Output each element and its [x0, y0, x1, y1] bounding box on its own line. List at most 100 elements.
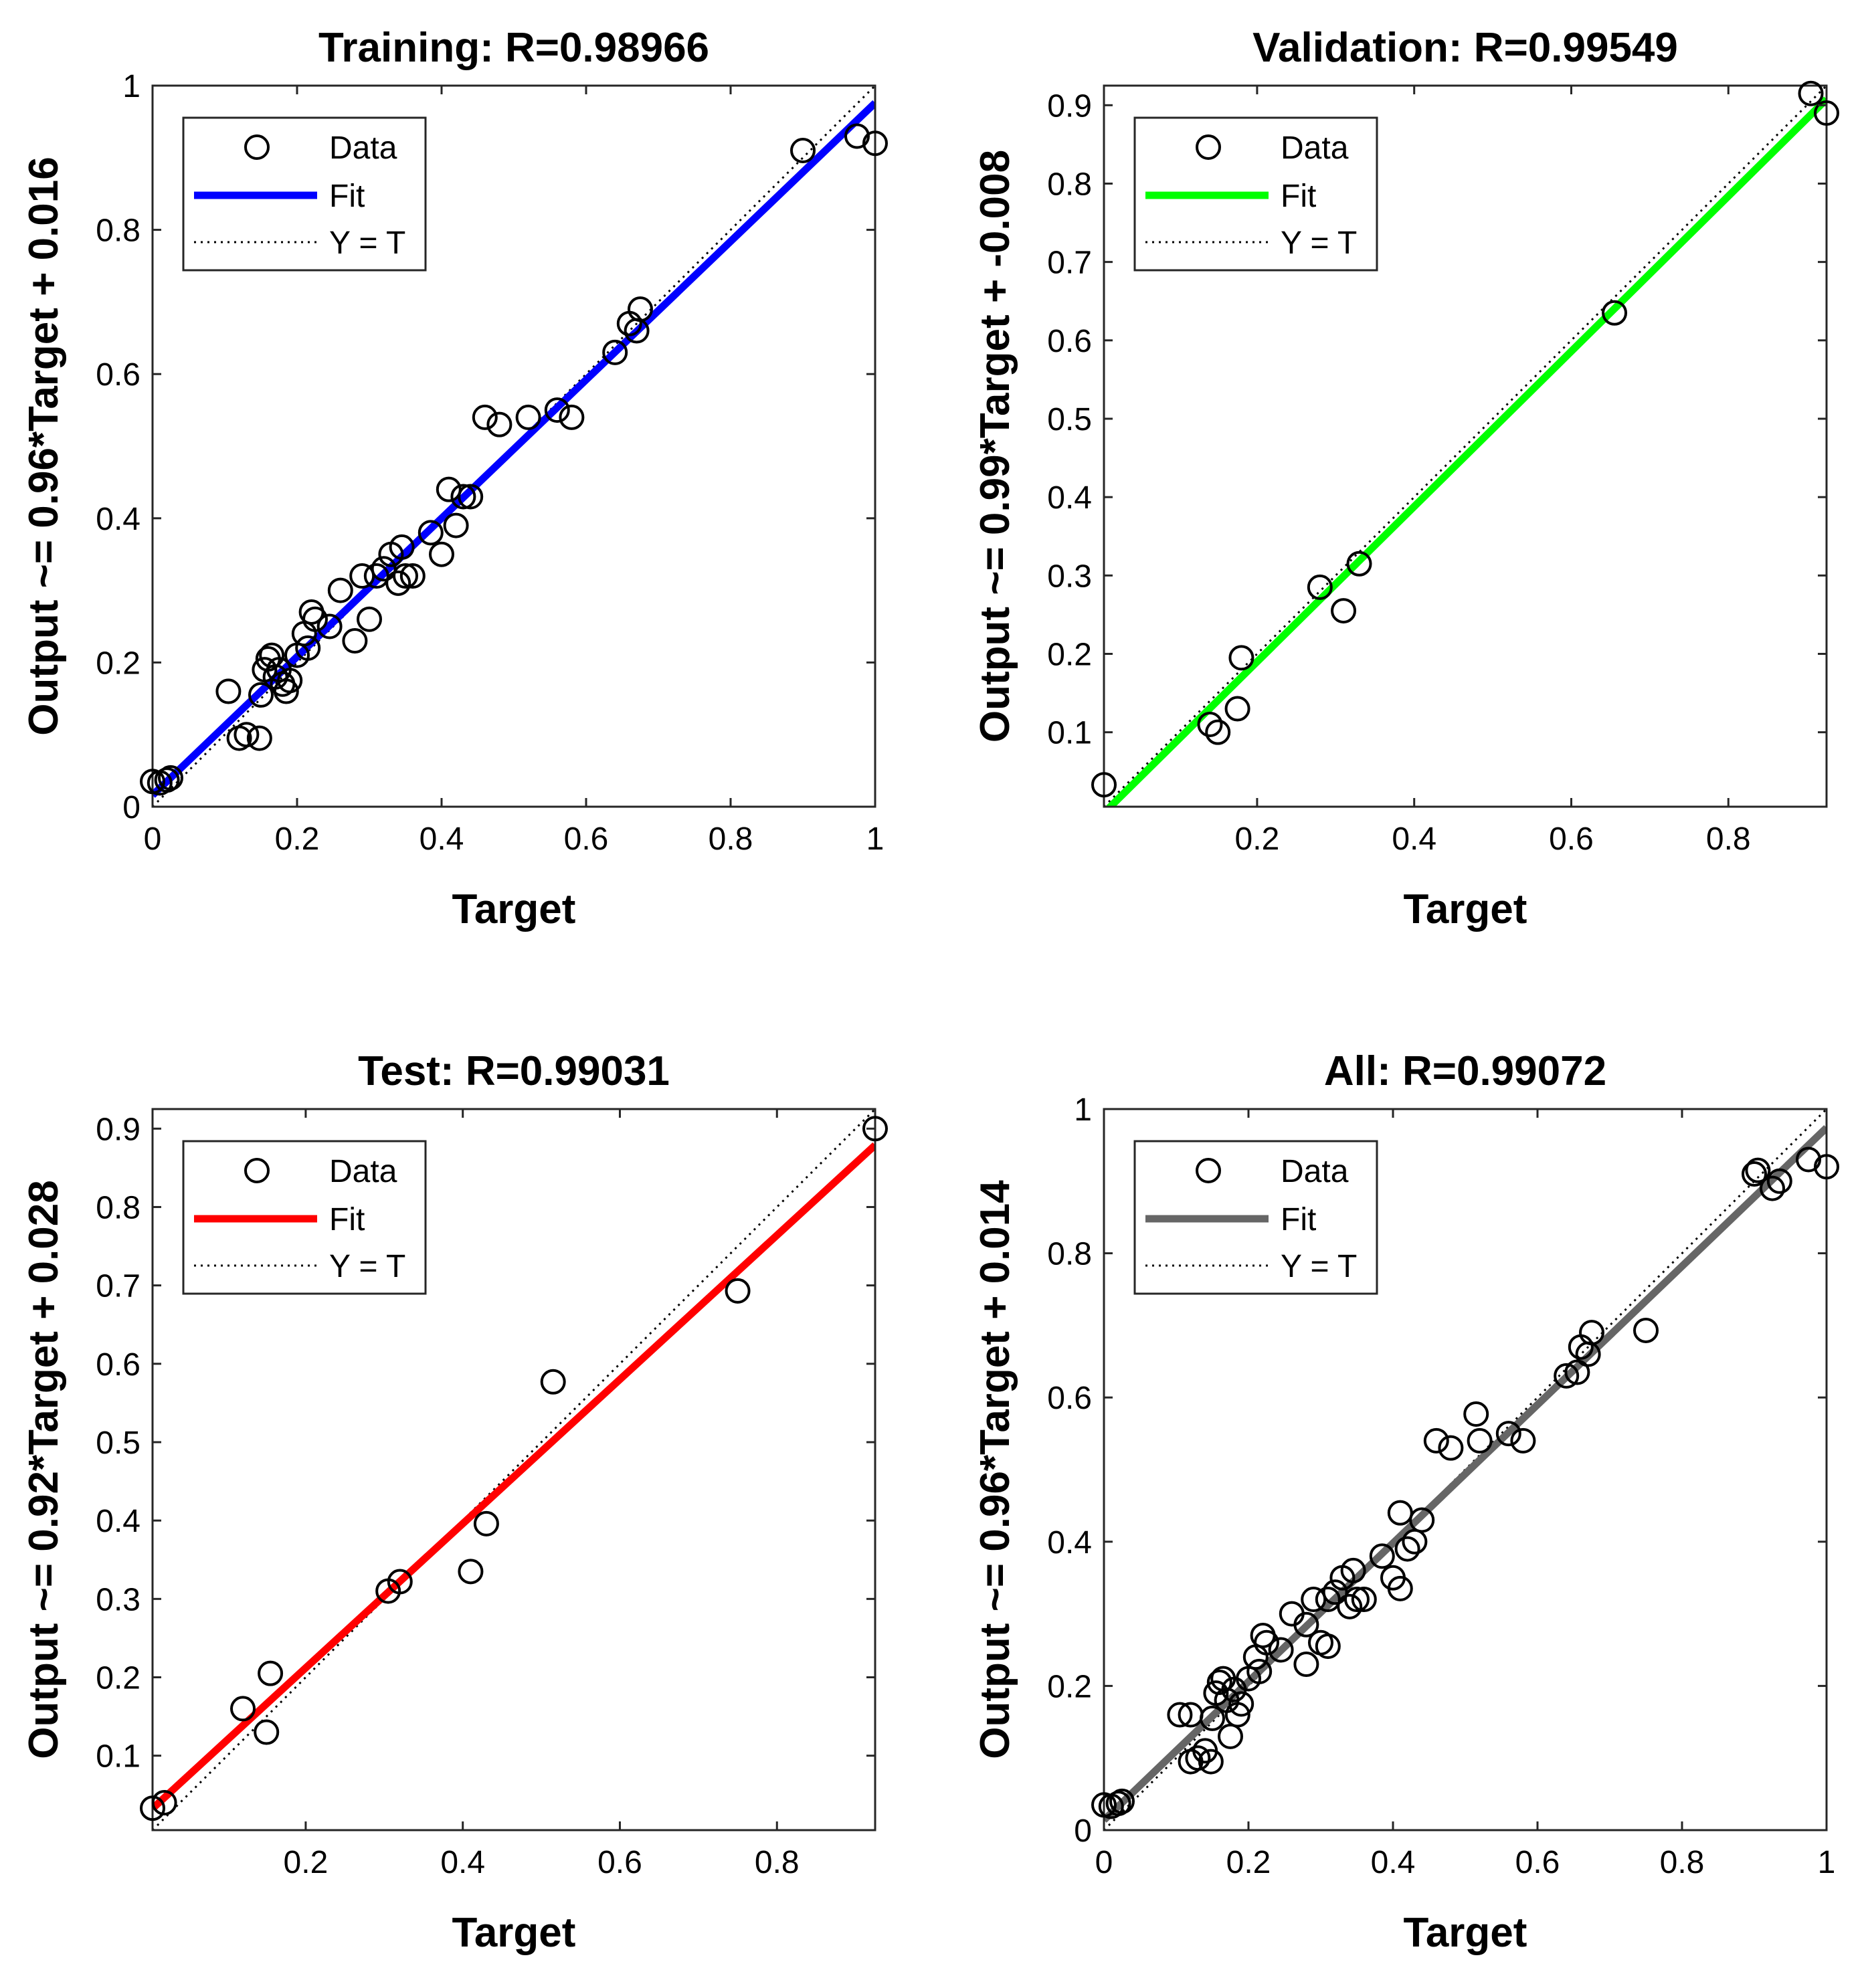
- data-point: [1206, 1670, 1232, 1696]
- legend-label-identity: Y = T: [1281, 1249, 1357, 1284]
- data-point: [1337, 1593, 1363, 1619]
- data-point: [295, 635, 321, 661]
- y-tick-label: 0.9: [1047, 88, 1092, 124]
- legend: Data Fit Y = T: [182, 116, 427, 272]
- data-point: [429, 541, 454, 567]
- data-point: [1346, 551, 1372, 577]
- legend-label-fit: Fit: [1281, 1202, 1316, 1237]
- data-point: [246, 725, 272, 751]
- data-point: [790, 138, 816, 164]
- data-point: [1495, 1421, 1521, 1447]
- data-point: [1293, 1652, 1319, 1678]
- axes-box: [151, 1108, 876, 1831]
- legend-data-marker: [1196, 134, 1221, 160]
- x-tick-label: 0.2: [275, 821, 320, 857]
- fit-line: [1104, 1125, 1827, 1823]
- x-tick-label: 0.8: [1706, 821, 1751, 857]
- chart-all: All: R=0.99072 Target Output ~= 0.96*Tar…: [972, 1048, 1839, 1956]
- data-point: [1602, 300, 1628, 326]
- data-point: [158, 765, 183, 791]
- plot-content: [153, 1109, 875, 1830]
- axes-box: [1103, 84, 1828, 808]
- data-point: [1198, 1749, 1224, 1775]
- data-point: [624, 318, 650, 344]
- data-point: [443, 512, 469, 538]
- x-axis-label: Target: [452, 886, 576, 932]
- x-tick-label: 0.4: [420, 821, 464, 857]
- data-point: [357, 606, 382, 632]
- data-point: [1109, 1788, 1135, 1814]
- data-point: [1228, 645, 1254, 671]
- legend-label-fit: Fit: [329, 179, 365, 214]
- data-point: [1293, 1611, 1319, 1637]
- data-point: [154, 767, 180, 793]
- y-tick-label: 0.8: [1047, 167, 1092, 202]
- data-point: [254, 1719, 280, 1745]
- fit-line: [153, 1142, 875, 1811]
- data-point: [151, 1789, 177, 1815]
- data-point: [1105, 1791, 1131, 1817]
- y-tick-label: 0.2: [1047, 1669, 1092, 1704]
- data-point: [1167, 1702, 1193, 1728]
- data-point: [1814, 1154, 1839, 1180]
- data-point: [1463, 1401, 1489, 1427]
- data-point: [1554, 1363, 1580, 1389]
- data-point: [342, 628, 368, 654]
- y-tick-label: 0.5: [96, 1425, 141, 1461]
- y-tick-label: 0.6: [1047, 324, 1092, 359]
- y-axis-label: Output ~= 0.92*Target + 0.028: [21, 1180, 67, 1759]
- y-tick-label: 0.4: [96, 1504, 141, 1539]
- y-tick-label: 0: [122, 790, 141, 825]
- y-tick-label: 0.2: [96, 1661, 141, 1696]
- data-point: [559, 404, 585, 430]
- data-point: [1814, 100, 1839, 126]
- data-point: [472, 404, 498, 430]
- data-point: [515, 404, 541, 430]
- data-point: [1409, 1507, 1435, 1533]
- data-point: [215, 678, 242, 704]
- data-point: [248, 682, 274, 708]
- y-tick-label: 0.9: [96, 1112, 141, 1147]
- y-tick-label: 0.4: [1047, 1525, 1092, 1561]
- chart-training: Training: R=0.98966 Target Output ~= 0.9…: [21, 25, 888, 932]
- data-point: [1369, 1543, 1395, 1569]
- data-point: [327, 577, 353, 603]
- data-point: [540, 1369, 566, 1395]
- legend-data-marker: [244, 134, 270, 160]
- data-point: [1197, 711, 1223, 737]
- x-tick-label: 0.6: [597, 1845, 642, 1880]
- x-tick-label: 0.2: [1235, 821, 1280, 857]
- data-point: [1091, 772, 1117, 798]
- y-tick-label: 0.3: [96, 1582, 141, 1617]
- data-point: [844, 123, 870, 149]
- y-axis-label: Output ~= 0.96*Target + 0.016: [21, 157, 67, 736]
- data-point: [1438, 1435, 1464, 1461]
- data-point: [385, 570, 411, 596]
- y-tick-label: 0: [1074, 1813, 1092, 1849]
- data-point: [486, 411, 513, 437]
- legend-data-marker: [244, 1158, 270, 1183]
- data-point: [387, 1569, 413, 1595]
- data-point: [450, 484, 476, 510]
- y-tick-label: 0.7: [96, 1269, 141, 1304]
- y-tick-label: 0.4: [96, 502, 141, 537]
- legend: Data Fit Y = T: [1133, 116, 1378, 272]
- data-point: [1633, 1317, 1659, 1343]
- legend: Data Fit Y = T: [1133, 1140, 1378, 1295]
- data-point: [1423, 1427, 1449, 1454]
- y-axis-label: Output ~= 0.96*Target + 0.014: [972, 1180, 1018, 1759]
- chart-validation: Validation: R=0.99549 Target Output ~= 0…: [972, 25, 1839, 932]
- y-tick-label: 0.1: [96, 1739, 141, 1775]
- y-tick-label: 0.2: [96, 645, 141, 681]
- y-tick-label: 0.8: [1047, 1237, 1092, 1272]
- y-tick-label: 0.8: [96, 1190, 141, 1225]
- x-tick-label: 0: [1095, 1845, 1113, 1880]
- x-tick-label: 0.8: [709, 821, 753, 857]
- data-point: [1331, 598, 1357, 624]
- data-point: [1224, 696, 1250, 722]
- data-point: [1766, 1168, 1792, 1194]
- x-tick-label: 0.4: [440, 1845, 485, 1880]
- y-tick-label: 0.6: [96, 357, 141, 393]
- data-point: [1205, 719, 1231, 745]
- chart-title: All: R=0.99072: [1324, 1048, 1606, 1094]
